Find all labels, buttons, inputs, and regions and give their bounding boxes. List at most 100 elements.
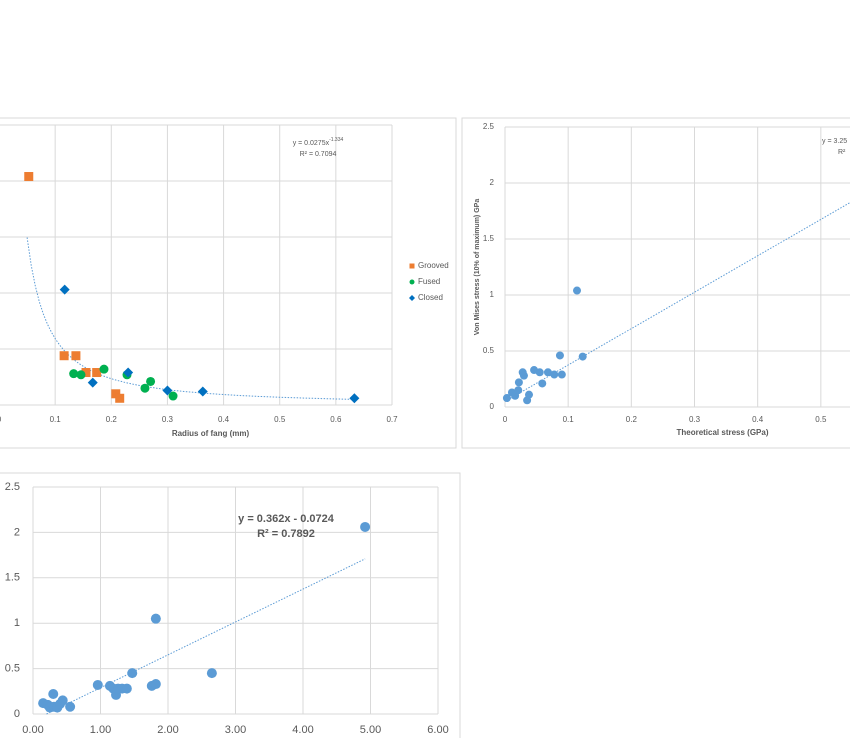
x-tick-label: 0.1: [50, 415, 62, 424]
y-tick-label: 2: [490, 178, 495, 187]
trendline: [504, 202, 850, 402]
point: [87, 377, 98, 388]
x-tick-label: 0.2: [106, 415, 118, 424]
chart-frame: [0, 117, 457, 449]
point: [514, 378, 523, 387]
point: [525, 390, 534, 399]
y-tick-label: 1.5: [483, 234, 495, 243]
point: [92, 368, 102, 378]
trendline: [26, 237, 355, 400]
chart: 0 0.5 1 1.5 2 2.5 0.00 1.00 2.00 3.00 4.00 5.00 6.00…: [5, 481, 449, 736]
point: [578, 352, 587, 361]
legend-marker: [409, 263, 415, 269]
point: [150, 613, 161, 624]
x-tick-label: 5.00: [360, 724, 381, 736]
x-tick-label: 0.7: [386, 415, 398, 424]
point: [206, 668, 217, 679]
x-tick-label: 0.1: [563, 415, 575, 424]
x-axis-label: Radius of fang (mm): [172, 429, 250, 438]
point: [76, 370, 86, 380]
point: [514, 386, 523, 395]
y-tick-label: 1.5: [5, 572, 20, 584]
point: [146, 376, 156, 386]
point: [550, 370, 559, 379]
legend-marker: [409, 279, 415, 285]
trendline: [46, 558, 366, 715]
x-tick-label: 2.00: [157, 724, 178, 736]
point: [557, 370, 566, 379]
equation-text: y = 3.25: [822, 138, 847, 145]
x-tick-label: 0.4: [218, 415, 230, 424]
point: [99, 364, 109, 374]
x-tick-label: 0.00: [22, 724, 43, 736]
point: [59, 351, 69, 361]
point: [65, 701, 76, 712]
point: [140, 383, 150, 393]
x-tick-label: 1.00: [90, 724, 111, 736]
equation-text: y = 0.0275x: [293, 140, 330, 147]
chart: 0 0.5 1 1.5 2 2.5 0 0.1 0.2 0.3 0.4 0.5 Theoretical …: [474, 122, 850, 437]
point: [57, 695, 68, 706]
y-tick-label: 0.5: [5, 663, 20, 675]
point: [121, 683, 132, 694]
legend-marker: [409, 295, 415, 301]
point: [519, 371, 528, 380]
legend-label: Grooved: [418, 261, 449, 270]
x-tick-label: 0.4: [752, 415, 764, 424]
y-tick-label: 2: [14, 526, 20, 538]
point: [197, 386, 208, 397]
x-tick-label: 0.2: [626, 415, 638, 424]
trendline-equation: y = 0.0275x-1.334: [293, 137, 344, 147]
chart-frame: [461, 117, 850, 449]
point: [360, 521, 371, 532]
point: [115, 393, 125, 403]
x-tick-label: 0.6: [330, 415, 342, 424]
x-tick-label: 4.00: [292, 724, 313, 736]
point: [535, 368, 544, 377]
y-tick-label: 1: [490, 290, 495, 299]
y-tick-label: 0: [490, 402, 495, 411]
point: [543, 368, 552, 377]
point: [48, 689, 59, 700]
r-squared: R² = 0.7094: [300, 151, 337, 158]
x-tick-label: 0.3: [162, 415, 174, 424]
equation-exponent: -1.334: [329, 137, 343, 143]
point: [127, 668, 138, 679]
x-tick-label: 0.5: [274, 415, 286, 424]
point: [24, 172, 34, 182]
legend-label: Closed: [418, 293, 443, 302]
point: [81, 368, 91, 378]
point: [349, 393, 360, 404]
x-tick-label: 3.00: [225, 724, 246, 736]
equation-text: y = 0.362x - 0.0724: [238, 513, 335, 525]
y-tick-label: 2.5: [483, 122, 495, 131]
point: [162, 385, 173, 396]
point: [573, 286, 582, 295]
point: [168, 391, 178, 401]
trendline-equation: y = 0.362x - 0.0724: [238, 513, 335, 525]
chart: 00.511.522.500.10.20.30.40.50.60.7Radius…: [0, 124, 449, 438]
y-tick-label: 2.5: [5, 481, 20, 493]
y-axis-label: Von Mises stress (10% of maximum) GPa: [474, 199, 481, 336]
point: [555, 351, 564, 360]
point: [538, 379, 547, 388]
x-tick-label: 0: [503, 415, 508, 424]
r-squared: R²: [838, 149, 846, 156]
y-tick-label: 1: [14, 617, 20, 629]
point: [92, 679, 103, 690]
legend-label: Fused: [418, 277, 440, 286]
x-tick-label: 0: [0, 415, 2, 424]
point: [502, 394, 511, 403]
r-squared: R² = 0.7892: [257, 528, 315, 540]
chart-frame: [0, 472, 461, 738]
point: [69, 369, 79, 379]
trendline-equation: y = 3.25: [822, 138, 847, 145]
y-tick-label: 0.5: [483, 346, 495, 355]
x-tick-label: 0.5: [815, 415, 827, 424]
x-axis-label: Theoretical stress (GPa): [676, 428, 768, 437]
x-tick-label: 6.00: [427, 724, 448, 736]
x-tick-label: 0.3: [689, 415, 701, 424]
point: [123, 367, 134, 378]
